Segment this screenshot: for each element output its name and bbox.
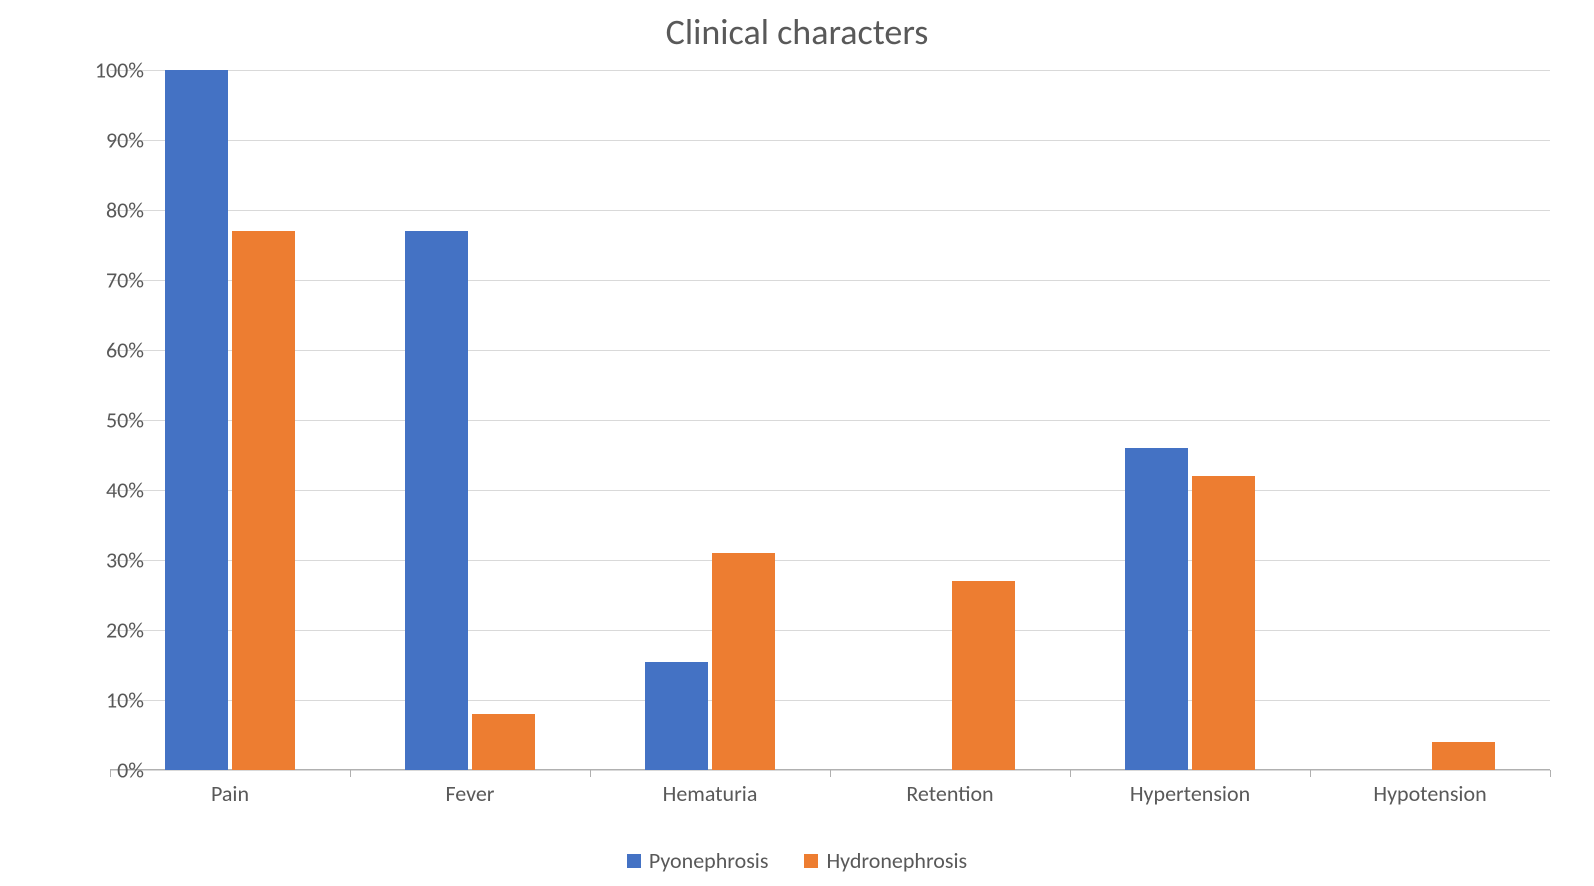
y-tick-label: 20% (64, 617, 144, 644)
x-category-label: Hypertension (1070, 780, 1310, 807)
x-tick (590, 770, 591, 777)
bar (712, 553, 774, 770)
y-tick-label: 40% (64, 477, 144, 504)
category-group: Fever (350, 70, 590, 770)
bar (165, 70, 227, 770)
y-tick-label: 80% (64, 197, 144, 224)
bar (405, 231, 467, 770)
x-tick (1070, 770, 1071, 777)
x-tick (830, 770, 831, 777)
category-group: Hematuria (590, 70, 830, 770)
bar (1192, 476, 1254, 770)
legend-swatch (804, 854, 818, 868)
category-group: Retention (830, 70, 1070, 770)
bar (1125, 448, 1187, 770)
y-tick-label: 50% (64, 407, 144, 434)
chart-title: Clinical characters (0, 10, 1594, 54)
legend-label: Pyonephrosis (649, 847, 769, 874)
legend-item: Hydronephrosis (804, 847, 967, 874)
x-tick (1310, 770, 1311, 777)
plot-area: PainFeverHematuriaRetentionHypertensionH… (110, 70, 1550, 770)
category-group: Hypotension (1310, 70, 1550, 770)
x-tick (1550, 770, 1551, 777)
x-tick (350, 770, 351, 777)
bar (472, 714, 534, 770)
x-category-label: Hypotension (1310, 780, 1550, 807)
legend-item: Pyonephrosis (627, 847, 769, 874)
y-tick-label: 0% (64, 757, 144, 784)
y-tick-label: 30% (64, 547, 144, 574)
clinical-characters-chart: Clinical characters PainFeverHematuriaRe… (0, 0, 1594, 886)
legend: Pyonephrosis Hydronephrosis (0, 847, 1594, 874)
legend-swatch (627, 854, 641, 868)
x-category-label: Retention (830, 780, 1070, 807)
x-category-label: Fever (350, 780, 590, 807)
legend-label: Hydronephrosis (826, 847, 967, 874)
y-tick-label: 70% (64, 267, 144, 294)
y-tick-label: 60% (64, 337, 144, 364)
x-category-label: Hematuria (590, 780, 830, 807)
bar (232, 231, 294, 770)
bar (952, 581, 1014, 770)
x-category-label: Pain (110, 780, 350, 807)
y-tick-label: 100% (64, 57, 144, 84)
category-group: Pain (110, 70, 350, 770)
bar (1432, 742, 1494, 770)
category-group: Hypertension (1070, 70, 1310, 770)
bar (645, 662, 707, 771)
y-tick-label: 10% (64, 687, 144, 714)
y-tick-label: 90% (64, 127, 144, 154)
